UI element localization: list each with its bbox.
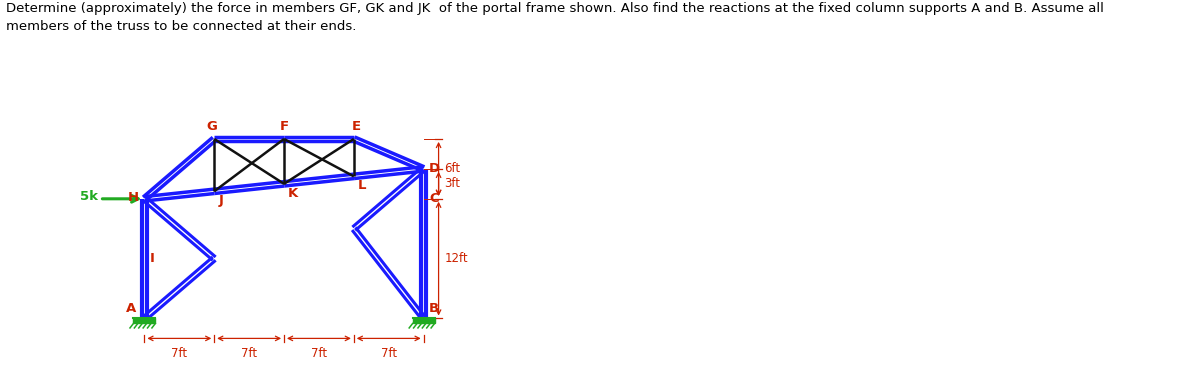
Text: 6ft: 6ft	[444, 162, 461, 175]
Text: J: J	[218, 194, 223, 207]
Text: H: H	[127, 191, 138, 204]
Text: B: B	[428, 302, 439, 316]
Text: 7ft: 7ft	[241, 348, 257, 360]
Text: 5k: 5k	[79, 190, 97, 203]
Text: A: A	[126, 302, 137, 316]
Text: C: C	[430, 192, 439, 205]
Text: F: F	[280, 120, 288, 133]
Text: L: L	[358, 179, 366, 192]
Text: members of the truss to be connected at their ends.: members of the truss to be connected at …	[6, 20, 356, 33]
Text: E: E	[352, 120, 360, 133]
Text: I: I	[150, 252, 155, 265]
Text: 12ft: 12ft	[444, 252, 468, 265]
Text: 7ft: 7ft	[172, 348, 187, 360]
Text: 3ft: 3ft	[444, 177, 461, 190]
Text: G: G	[206, 120, 217, 133]
Text: 7ft: 7ft	[311, 348, 326, 360]
Text: 7ft: 7ft	[380, 348, 397, 360]
Bar	[133, 319, 155, 323]
Text: D: D	[428, 162, 439, 175]
Bar	[413, 319, 434, 323]
Text: K: K	[288, 187, 299, 200]
Text: Determine (approximately) the force in members GF, GK and JK  of the portal fram: Determine (approximately) the force in m…	[6, 2, 1104, 15]
